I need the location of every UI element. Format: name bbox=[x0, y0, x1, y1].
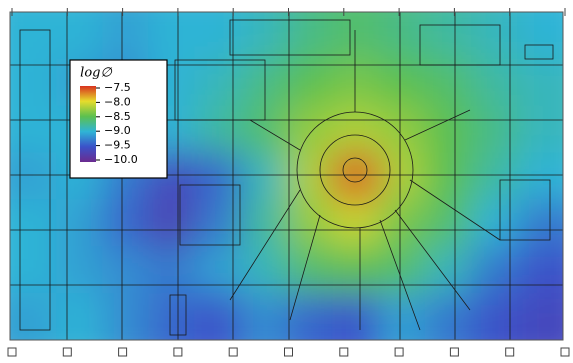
frame-marker bbox=[7, 347, 17, 357]
heat-cell bbox=[424, 199, 472, 248]
heat-cell bbox=[424, 246, 472, 295]
heat-cell bbox=[194, 105, 242, 154]
frame-marker bbox=[173, 347, 183, 357]
heat-cell bbox=[516, 105, 563, 154]
heat-cell bbox=[10, 293, 58, 340]
colorbar-tick-label: −7.5 bbox=[104, 81, 131, 94]
heat-cell bbox=[424, 152, 472, 201]
heat-cell bbox=[102, 293, 150, 340]
heat-cell bbox=[332, 12, 380, 60]
heat-cell bbox=[240, 12, 288, 60]
heat-cell bbox=[516, 199, 563, 248]
heat-cell bbox=[516, 152, 563, 201]
heat-cell bbox=[470, 12, 518, 60]
heat-cell bbox=[332, 105, 380, 154]
heat-cell bbox=[10, 58, 58, 107]
frame-marker bbox=[394, 347, 404, 357]
heat-cell bbox=[194, 58, 242, 107]
colorbar-tick-label: −9.0 bbox=[104, 124, 131, 137]
colorbar-ticks: −7.5−8.0 −8.5−9.0 −9.5−10.0 bbox=[96, 81, 138, 166]
heat-cell bbox=[286, 293, 334, 340]
heat-cell bbox=[332, 152, 380, 201]
heat-cell bbox=[56, 293, 104, 340]
frame-marker bbox=[560, 347, 570, 357]
frame-marks bbox=[7, 8, 570, 357]
heat-cell bbox=[56, 246, 104, 295]
heat-cell bbox=[470, 105, 518, 154]
heat-cell bbox=[332, 199, 380, 248]
colorbar-title: log∅ bbox=[80, 66, 112, 81]
heat-cell bbox=[148, 12, 196, 60]
heat-cell bbox=[378, 58, 426, 107]
frame-marker bbox=[339, 347, 349, 357]
heat-cell bbox=[240, 293, 288, 340]
colorbar-tick-label: −8.5 bbox=[104, 110, 131, 123]
heat-cell bbox=[10, 152, 58, 201]
heat-cell bbox=[56, 12, 104, 60]
heat-cell bbox=[194, 293, 242, 340]
heat-cell bbox=[194, 152, 242, 201]
heat-cell bbox=[194, 12, 242, 60]
heat-cell bbox=[424, 293, 472, 340]
heat-cell bbox=[194, 199, 242, 248]
colorbar-tick-label: −8.0 bbox=[104, 95, 131, 108]
frame-marker bbox=[284, 347, 293, 357]
heat-cell bbox=[286, 58, 334, 107]
heat-cell bbox=[332, 58, 380, 107]
heat-cell bbox=[286, 152, 334, 201]
heat-cell bbox=[516, 293, 563, 340]
heat-cell bbox=[56, 199, 104, 248]
heat-cell bbox=[240, 152, 288, 201]
frame-marker bbox=[118, 347, 128, 357]
heat-cell bbox=[10, 199, 58, 248]
heat-cell bbox=[378, 199, 426, 248]
heat-cell bbox=[10, 246, 58, 295]
heat-cell bbox=[286, 199, 334, 248]
heat-cell bbox=[470, 246, 518, 295]
colorbar-tick-label: −9.5 bbox=[104, 139, 131, 152]
heat-cell bbox=[148, 199, 196, 248]
heat-cell bbox=[332, 293, 380, 340]
heat-cell bbox=[378, 105, 426, 154]
heat-cell bbox=[240, 199, 288, 248]
heat-cell bbox=[194, 246, 242, 295]
heat-cell bbox=[332, 246, 380, 295]
heat-cell bbox=[378, 293, 426, 340]
heat-cell bbox=[240, 105, 288, 154]
heat-cell bbox=[286, 105, 334, 154]
colorbar bbox=[80, 86, 96, 162]
heat-cell bbox=[10, 12, 58, 60]
heat-cell bbox=[10, 105, 58, 154]
heat-cell bbox=[102, 246, 150, 295]
heat-cell bbox=[424, 105, 472, 154]
heat-cell bbox=[516, 246, 563, 295]
frame-marker bbox=[62, 347, 72, 357]
heat-cell bbox=[148, 246, 196, 295]
heat-cell bbox=[516, 12, 563, 60]
heat-cell bbox=[424, 12, 472, 60]
heat-cell bbox=[470, 58, 518, 107]
heat-cell bbox=[378, 152, 426, 201]
heat-cell bbox=[424, 58, 472, 107]
heat-cell bbox=[240, 246, 288, 295]
heat-cell bbox=[102, 199, 150, 248]
frame-marker bbox=[228, 347, 238, 357]
frame-marker bbox=[505, 347, 515, 357]
heat-cell bbox=[240, 58, 288, 107]
heat-cell bbox=[516, 58, 563, 107]
colorbar-tick-label: −10.0 bbox=[104, 153, 138, 166]
heat-cell bbox=[378, 12, 426, 60]
frame bbox=[9, 11, 564, 341]
heat-cell bbox=[286, 12, 334, 60]
heat-cell bbox=[378, 246, 426, 295]
heat-cell bbox=[286, 246, 334, 295]
heat-cell bbox=[102, 12, 150, 60]
frame-marker bbox=[449, 347, 459, 357]
heat-cell bbox=[470, 152, 518, 201]
heat-cell bbox=[148, 293, 196, 340]
